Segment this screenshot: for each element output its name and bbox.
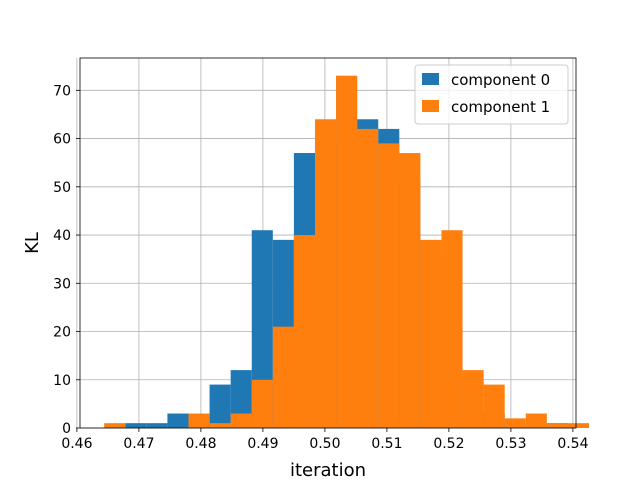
bars: [104, 75, 590, 429]
legend: component 0 component 1: [414, 64, 569, 125]
series-component-1: [104, 75, 590, 429]
histogram-bar: [483, 384, 505, 428]
histogram-bar: [378, 143, 400, 428]
histogram-bar: [399, 153, 421, 428]
histogram-bar: [188, 413, 210, 428]
plot-frame: [79, 57, 577, 429]
x-tick-label: 0.50: [309, 436, 340, 452]
ticks: 0.46 0.47 0.48 0.49 0.50 0.51 0.52 0.53 0.54 0 10 2…: [53, 83, 588, 452]
histogram-bar: [420, 239, 442, 428]
histogram-bar: [314, 119, 337, 429]
histogram-bar: [209, 423, 231, 428]
histogram-bar: [441, 230, 463, 428]
y-tick-label: 60: [53, 132, 71, 148]
histogram-bar: [272, 326, 294, 428]
histogram-bar: [167, 413, 189, 428]
histogram-bar: [209, 384, 231, 428]
histogram-bar: [504, 418, 526, 428]
y-tick-label: 40: [53, 228, 71, 244]
legend-swatch-component-1: [422, 100, 439, 112]
histogram-bar: [125, 423, 147, 428]
x-tick-label: 0.53: [495, 436, 526, 452]
x-tick-label: 0.48: [185, 436, 216, 452]
y-tick-label: 0: [62, 421, 71, 437]
histogram-bar: [146, 423, 168, 428]
x-tick-label: 0.54: [557, 436, 588, 452]
x-tick-label: 0.49: [247, 436, 278, 452]
y-axis-label: KL: [22, 232, 43, 254]
y-tick-label: 20: [53, 325, 71, 341]
histogram-bar: [525, 413, 547, 428]
legend-label-component-1: component 1: [451, 98, 550, 116]
x-tick-label: 0.52: [433, 436, 464, 452]
histogram-bar: [293, 235, 315, 428]
legend-swatch-component-0: [422, 73, 439, 85]
histogram-bar: [357, 128, 379, 428]
histogram-bar: [104, 423, 126, 428]
legend-frame: [414, 64, 569, 125]
histogram-bar: [462, 370, 484, 428]
x-tick-label: 0.47: [123, 436, 154, 452]
histogram-bar: [251, 230, 273, 428]
histogram-bar: [230, 413, 252, 428]
y-tick-label: 10: [53, 373, 71, 389]
x-axis-label: iteration: [290, 460, 366, 480]
histogram-bar: [251, 379, 273, 428]
histogram-bar: [567, 423, 590, 428]
y-tick-label: 70: [53, 83, 71, 99]
x-tick-label: 0.51: [371, 436, 402, 452]
x-tick-label: 0.46: [61, 436, 92, 452]
histogram-bar: [230, 370, 252, 428]
histogram-bar: [336, 75, 358, 429]
legend-label-component-0: component 0: [451, 71, 550, 89]
histogram-bar: [546, 423, 568, 428]
y-tick-label: 50: [53, 180, 71, 196]
axes: [79, 57, 577, 429]
y-tick-label: 30: [53, 276, 71, 292]
